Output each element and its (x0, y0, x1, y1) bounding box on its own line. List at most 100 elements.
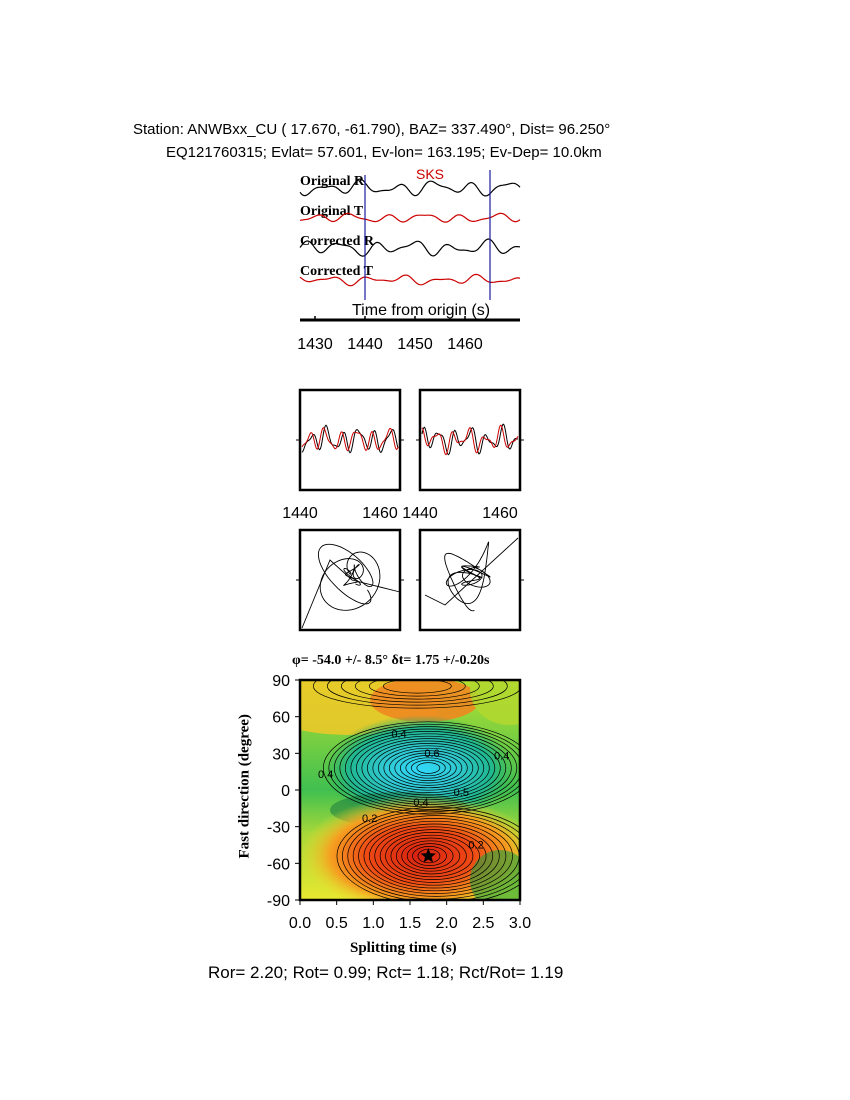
contour-lower-1 (417, 848, 441, 864)
contour-upper-1 (416, 762, 441, 774)
traces-group (299, 170, 521, 300)
best-fit-star (420, 848, 436, 863)
contour-top-4 (341, 680, 494, 703)
contour-label-2: 0.4 (494, 750, 509, 762)
traces-tick-label-1450: 1450 (397, 336, 433, 353)
station-info: Station: ANWBxx_CU ( 17.670, -61.790), B… (133, 121, 611, 138)
contour-label-4: 0.5 (454, 787, 469, 799)
contour-lower-6 (390, 834, 474, 878)
grid-ytick-label-0: 0 (281, 783, 290, 800)
trace-corrected-t (299, 273, 521, 287)
grid-ytick-label--90: -90 (267, 893, 290, 910)
contour-label-3: 0.4 (318, 769, 333, 781)
panel-tick-label-1-1460: 1460 (482, 505, 518, 522)
particle-motion-left-ray (301, 559, 401, 629)
contour-upper-17 (328, 723, 520, 813)
contour-upper-9 (372, 743, 485, 793)
panel-tick-label-1-1440: 1440 (402, 505, 438, 522)
contour-lower-9 (374, 826, 494, 886)
contour-top-5 (327, 680, 508, 706)
trace-label-corrected-r: Corrected R (300, 234, 374, 249)
contour-lower-16 (336, 806, 520, 900)
contour-upper-8 (377, 745, 479, 791)
grid-ytick-label-90: 90 (272, 673, 290, 690)
splitting-xlabel: Splitting time (s) (350, 940, 457, 956)
splitting-ylabel: Fast direction (degree) (236, 714, 253, 859)
grid-ytick-label-30: 30 (272, 746, 290, 763)
contour-lower-10 (368, 823, 500, 889)
contour-upper-2 (410, 759, 446, 777)
waveform-right-black (421, 423, 519, 456)
grid-xtick-label-0.5: 0.5 (326, 915, 348, 932)
contour-upper-14 (344, 731, 512, 805)
trace-original-r (299, 178, 521, 197)
grid-xtick-label-1.0: 1.0 (362, 915, 384, 932)
contour-upper-12 (355, 735, 501, 801)
grid-xtick-label-3.0: 3.0 (509, 915, 531, 932)
trace-label-corrected-t: Corrected T (300, 264, 373, 279)
trace-original-t (299, 212, 521, 223)
waveform-right-red (421, 424, 519, 456)
contour-upper-10 (366, 740, 490, 796)
contour-label-6: 0.2 (362, 813, 377, 825)
grid-xtick-label-0.0: 0.0 (289, 915, 311, 932)
contour-top-3 (355, 680, 480, 700)
particle-motion-left (298, 528, 402, 632)
contour-upper-4 (399, 755, 457, 781)
panel-tick-label-0-1440: 1440 (282, 505, 318, 522)
traces-tick-label-1440: 1440 (347, 336, 383, 353)
contour-upper-5 (394, 752, 463, 784)
contour-lower-3 (406, 843, 454, 869)
grid-ytick-label--60: -60 (267, 856, 290, 873)
traces-tick-label-1430: 1430 (297, 336, 333, 353)
contour-label-5: 0.4 (413, 797, 428, 809)
particle-motion-right-ray (424, 537, 519, 606)
grid-xtick-label-2.5: 2.5 (472, 915, 494, 932)
contour-upper-16 (334, 726, 520, 810)
contour-lower-4 (401, 840, 461, 872)
contour-lower-2 (412, 846, 447, 866)
footer-stats: Ror= 2.20; Rot= 0.99; Rct= 1.18; Rct/Rot… (208, 963, 564, 982)
trace-corrected-r (299, 238, 521, 257)
contour-upper-13 (350, 733, 507, 803)
grid-ticks: 0.0 0.5 1.0 1.5 2.0 2.5 3.0 90 60 30 0 -30 -60 -90 (267, 673, 531, 932)
particle-motion-right (418, 528, 522, 632)
grid-ytick-label--30: -30 (267, 820, 290, 837)
contour-lower-8 (379, 829, 487, 883)
contour-upper-11 (361, 738, 496, 798)
contour-upper-6 (388, 750, 468, 786)
contour-label-1: 0.6 (424, 748, 439, 760)
contour-label-7: 0.2 (468, 840, 483, 852)
contour-upper-3 (405, 757, 452, 779)
event-info: EQ121760315; Evlat= 57.601, Ev-lon= 163.… (166, 144, 602, 161)
particle-motion-left-path (317, 543, 381, 611)
grid-fill (300, 680, 520, 900)
contour-lower-11 (363, 820, 507, 892)
contour-label-0: 0.4 (391, 728, 406, 740)
particle-motion-right-path (444, 541, 491, 612)
contour-lower-5 (395, 837, 467, 875)
contour-upper-18 (323, 721, 520, 815)
contour-lower-7 (385, 832, 480, 880)
contour-lower-15 (342, 809, 520, 900)
traces-ticks: 1430 1440 1450 1460 (297, 316, 483, 353)
grid-xtick-label-2.0: 2.0 (436, 915, 458, 932)
contour-upper-7 (383, 747, 474, 789)
contour-lower-12 (358, 818, 513, 894)
panel-waves (296, 423, 524, 456)
splitting-title: φ= -54.0 +/- 8.5° δt= 1.75 +/-0.20s (292, 653, 490, 668)
particle-motion-group (296, 537, 524, 629)
phase-label: SKS (416, 166, 445, 182)
contour-top-1 (382, 680, 452, 694)
grid-ytick-label-60: 60 (272, 710, 290, 727)
panel-ticks: 1440 1460 1440 1460 (282, 505, 518, 522)
traces-xlabel: Time from origin (s) (352, 302, 491, 319)
contour-upper-15 (339, 728, 518, 808)
waveform-left-red (301, 427, 399, 452)
grid-xtick-label-1.5: 1.5 (399, 915, 421, 932)
trace-label-original-r: Original R (300, 174, 365, 189)
contour-top-2 (368, 680, 466, 697)
panel-tick-label-0-1460: 1460 (362, 505, 398, 522)
contour-top-6 (313, 680, 520, 709)
